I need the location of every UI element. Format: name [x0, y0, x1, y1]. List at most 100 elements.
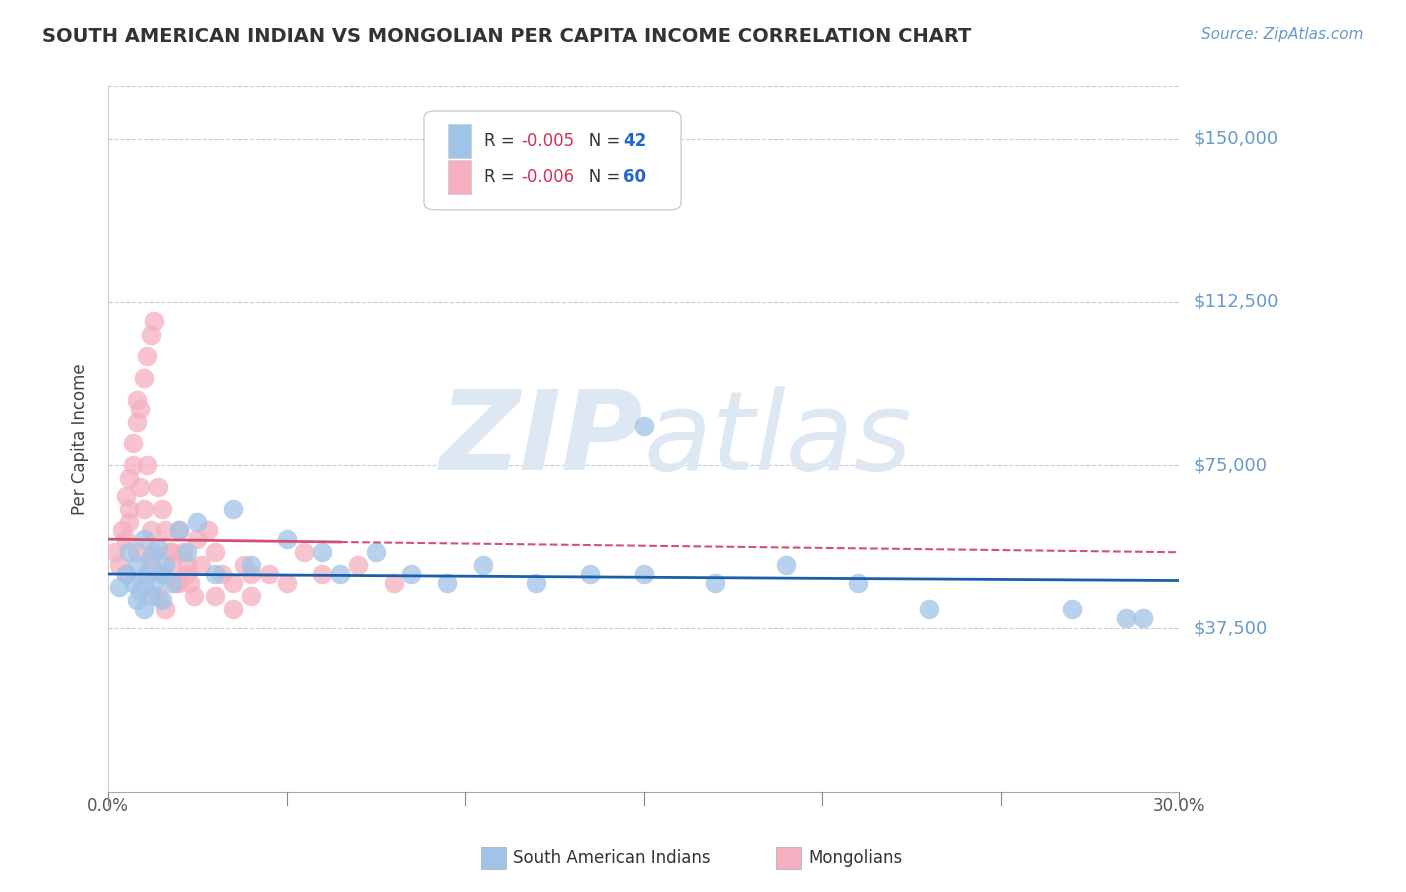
Point: [132, 575, 155, 590]
Point: [232, 558, 254, 573]
Point: [169, 524, 191, 538]
Point: [347, 558, 370, 573]
Text: N =: N =: [572, 168, 626, 186]
Point: [139, 589, 162, 603]
Point: [143, 575, 166, 590]
Point: [526, 575, 548, 590]
Point: [579, 566, 602, 581]
Point: [382, 575, 405, 590]
Text: -0.006: -0.006: [522, 168, 575, 186]
Point: [179, 575, 201, 590]
Point: [132, 501, 155, 516]
Text: N =: N =: [572, 132, 626, 151]
Point: [118, 515, 141, 529]
FancyBboxPatch shape: [447, 125, 471, 158]
Point: [153, 602, 176, 616]
Point: [153, 558, 176, 573]
Point: [176, 558, 198, 573]
Point: [122, 458, 145, 472]
Text: $112,500: $112,500: [1194, 293, 1278, 311]
Point: [257, 566, 280, 581]
Point: [118, 471, 141, 485]
Point: [1060, 602, 1083, 616]
Point: [197, 524, 219, 538]
Text: -0.005: -0.005: [522, 132, 575, 151]
Point: [125, 392, 148, 407]
Point: [111, 524, 134, 538]
Point: [190, 558, 212, 573]
Point: [139, 549, 162, 564]
Text: Mongolians: Mongolians: [808, 849, 903, 867]
Point: [1115, 610, 1137, 624]
Point: [239, 558, 262, 573]
Point: [146, 589, 169, 603]
Point: [129, 401, 152, 416]
Point: [150, 501, 173, 516]
Point: [775, 558, 797, 573]
Point: [292, 545, 315, 559]
Point: [169, 524, 191, 538]
Point: [157, 545, 180, 559]
Point: [139, 524, 162, 538]
Point: [204, 545, 226, 559]
Point: [139, 327, 162, 342]
Point: [146, 480, 169, 494]
Point: [104, 545, 127, 559]
Point: [222, 501, 245, 516]
Point: [129, 480, 152, 494]
Point: [204, 589, 226, 603]
Point: [169, 575, 191, 590]
Point: [136, 458, 159, 472]
Point: [172, 545, 194, 559]
FancyBboxPatch shape: [425, 111, 681, 210]
Point: [436, 575, 458, 590]
Point: [118, 545, 141, 559]
Point: [183, 589, 205, 603]
Point: [115, 532, 138, 546]
Text: 60: 60: [623, 168, 647, 186]
Point: [222, 602, 245, 616]
Text: ZIP: ZIP: [440, 385, 644, 492]
Point: [129, 584, 152, 599]
Point: [364, 545, 387, 559]
Point: [918, 602, 941, 616]
Point: [136, 566, 159, 581]
Point: [132, 371, 155, 385]
Text: R =: R =: [484, 132, 520, 151]
Point: [401, 566, 423, 581]
Point: [107, 580, 129, 594]
Point: [165, 575, 187, 590]
Point: [162, 545, 184, 559]
Point: [633, 566, 655, 581]
Point: [162, 575, 184, 590]
Point: [239, 589, 262, 603]
Point: [276, 532, 298, 546]
Point: [125, 558, 148, 573]
Point: [1132, 610, 1154, 624]
Point: [471, 558, 494, 573]
Y-axis label: Per Capita Income: Per Capita Income: [72, 363, 89, 515]
Point: [311, 566, 333, 581]
Point: [176, 545, 198, 559]
FancyBboxPatch shape: [447, 160, 471, 194]
Point: [125, 545, 148, 559]
Point: [115, 566, 138, 581]
Point: [136, 349, 159, 363]
Text: atlas: atlas: [644, 385, 912, 492]
Point: [176, 566, 198, 581]
Point: [311, 545, 333, 559]
Point: [146, 541, 169, 555]
Point: [150, 566, 173, 581]
Point: [204, 566, 226, 581]
Point: [239, 566, 262, 581]
Point: [162, 558, 184, 573]
Point: [118, 501, 141, 516]
Point: [186, 532, 208, 546]
Text: $150,000: $150,000: [1194, 129, 1278, 147]
Point: [107, 558, 129, 573]
Point: [150, 566, 173, 581]
Point: [186, 515, 208, 529]
Point: [115, 489, 138, 503]
Text: Source: ZipAtlas.com: Source: ZipAtlas.com: [1201, 27, 1364, 42]
Point: [211, 566, 233, 581]
